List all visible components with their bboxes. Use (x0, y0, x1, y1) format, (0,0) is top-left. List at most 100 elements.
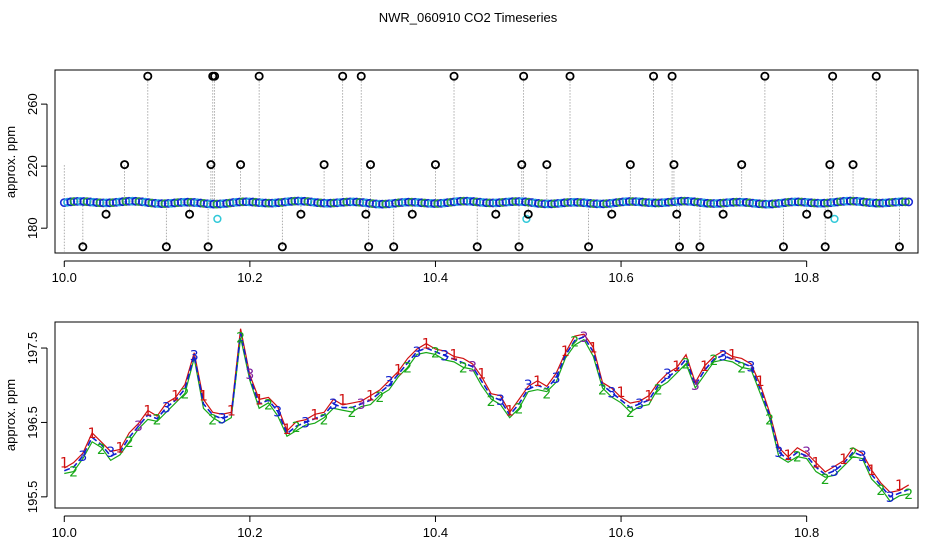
spike-marker (407, 209, 417, 219)
bottom-x-tick-label: 10.0 (52, 525, 77, 540)
spike-marker (760, 71, 770, 81)
bottom-y-tick-label: 196.5 (25, 406, 40, 439)
spike-marker (161, 242, 171, 252)
top-y-tick-label: 260 (25, 93, 40, 115)
spike-marker (695, 242, 705, 252)
series-1-marker: 1 (839, 452, 848, 468)
top-y-axis-label: approx. ppm (3, 126, 18, 198)
bottom-x-tick-label: 10.8 (794, 525, 819, 540)
spike-marker (364, 242, 374, 252)
spike-marker (649, 71, 659, 81)
spike-marker (871, 71, 881, 81)
series-2-marker: 2 (904, 487, 913, 503)
series-3-marker: 3 (607, 386, 616, 402)
series-2-marker: 2 (97, 442, 106, 458)
series-2-marker: 2 (208, 412, 217, 428)
spike-marker (254, 71, 264, 81)
series-3-marker: 3 (78, 449, 87, 465)
series-1-marker: 1 (283, 422, 292, 438)
series-2-marker: 2 (69, 465, 78, 481)
spike-marker (523, 209, 533, 219)
series-1-line (63, 328, 910, 494)
spike-marker (565, 71, 575, 81)
spike-marker (366, 160, 376, 170)
spike-marker (210, 71, 220, 81)
top-panel: approx. ppm 10.0 10.2 10.4 10.6 10.8 180 220 26… (3, 69, 919, 285)
series-2-marker: 2 (626, 405, 635, 421)
series-2-marker: 2 (459, 360, 468, 376)
series-1-marker: 1 (784, 448, 793, 464)
series-3-marker: 3 (858, 449, 867, 465)
top-x-tick-label: 10.0 (52, 270, 77, 285)
top-spike-series (63, 76, 900, 252)
series-2-marker: 2 (793, 450, 802, 466)
series-2-line (64, 337, 909, 503)
spike-marker (802, 209, 812, 219)
series-1-marker: 1 (88, 426, 97, 442)
series-1-marker: 1 (895, 478, 904, 494)
series-2-marker: 2 (515, 401, 524, 417)
low-outlier-marker (830, 214, 839, 224)
spike-marker (277, 242, 287, 252)
series-1-marker: 1 (589, 340, 598, 356)
bottom-y-axis-label: approx. ppm (3, 379, 18, 451)
spike-marker (894, 242, 904, 252)
bottom-y-tick-label: 195.5 (25, 481, 40, 514)
series-3-marker: 3 (218, 412, 227, 428)
spike-marker (319, 160, 329, 170)
series-2-marker: 2 (320, 412, 329, 428)
series-3-marker: 3 (190, 348, 199, 364)
series-1-marker: 1 (533, 374, 542, 390)
spike-marker (667, 71, 677, 81)
spike-marker (185, 209, 195, 219)
series-1-marker: 1 (366, 389, 375, 405)
series-2-marker: 2 (542, 386, 551, 402)
spike-marker (625, 160, 635, 170)
spike-marker (78, 242, 88, 252)
spike-marker (361, 209, 371, 219)
top-x-tick-label: 10.4 (423, 270, 448, 285)
series-3-marker: 3 (552, 371, 561, 387)
series-1-marker: 1 (728, 348, 737, 364)
spike-marker (669, 160, 679, 170)
series-3-marker: 3 (663, 367, 672, 383)
spike-marker (607, 209, 617, 219)
spike-marker (206, 160, 216, 170)
bottom-axes: 10.0 10.2 10.4 10.6 10.8 195.5 196.5 197.5 (25, 332, 819, 540)
series-2-marker: 2 (876, 483, 885, 499)
series-2-marker: 2 (487, 394, 496, 410)
series-1-marker: 1 (338, 392, 347, 408)
series-2-marker: 2 (682, 357, 691, 373)
series-3-marker: 3 (385, 375, 394, 391)
series-2-marker: 2 (403, 360, 412, 376)
spike-marker (143, 71, 153, 81)
series-3-marker: 3 (301, 415, 310, 431)
series-3-marker: 3 (635, 397, 644, 413)
series-2-marker: 2 (125, 435, 134, 451)
series-1-marker: 1 (672, 359, 681, 375)
chart-title: NWR_060910 CO2 Timeseries (379, 10, 558, 25)
series-1-marker: 1 (422, 337, 431, 353)
series-3-marker: 3 (747, 360, 756, 376)
series-3-marker: 3 (273, 404, 282, 420)
series-3-marker: 3 (802, 445, 811, 461)
series-3-marker: 3 (719, 348, 728, 364)
low-outlier-marker (213, 214, 222, 224)
series-2-marker: 2 (654, 383, 663, 399)
series-1-marker: 1 (700, 359, 709, 375)
series-3-marker: 3 (329, 397, 338, 413)
series-2-marker: 2 (236, 331, 245, 347)
series-3-marker: 3 (524, 378, 533, 394)
series-3-marker: 3 (440, 348, 449, 364)
top-marker-series (78, 71, 904, 252)
series-3-marker: 3 (134, 419, 143, 435)
spike-marker (430, 160, 440, 170)
series-3-marker: 3 (830, 464, 839, 480)
series-3-line (63, 332, 910, 498)
series-2-marker: 2 (709, 353, 718, 369)
series-3-marker: 3 (106, 445, 115, 461)
baseline-marker (904, 197, 914, 207)
